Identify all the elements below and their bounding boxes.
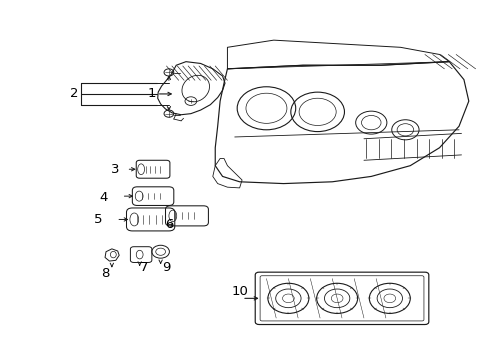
Text: 2: 2: [69, 87, 78, 100]
Text: 9: 9: [162, 261, 170, 274]
Text: 4: 4: [99, 192, 107, 204]
Text: 5: 5: [94, 213, 102, 226]
Text: 1: 1: [147, 87, 156, 100]
Text: 6: 6: [164, 218, 173, 231]
Text: 10: 10: [231, 285, 247, 298]
Text: 8: 8: [101, 267, 109, 280]
Text: 7: 7: [140, 261, 148, 274]
Text: 3: 3: [111, 163, 119, 176]
